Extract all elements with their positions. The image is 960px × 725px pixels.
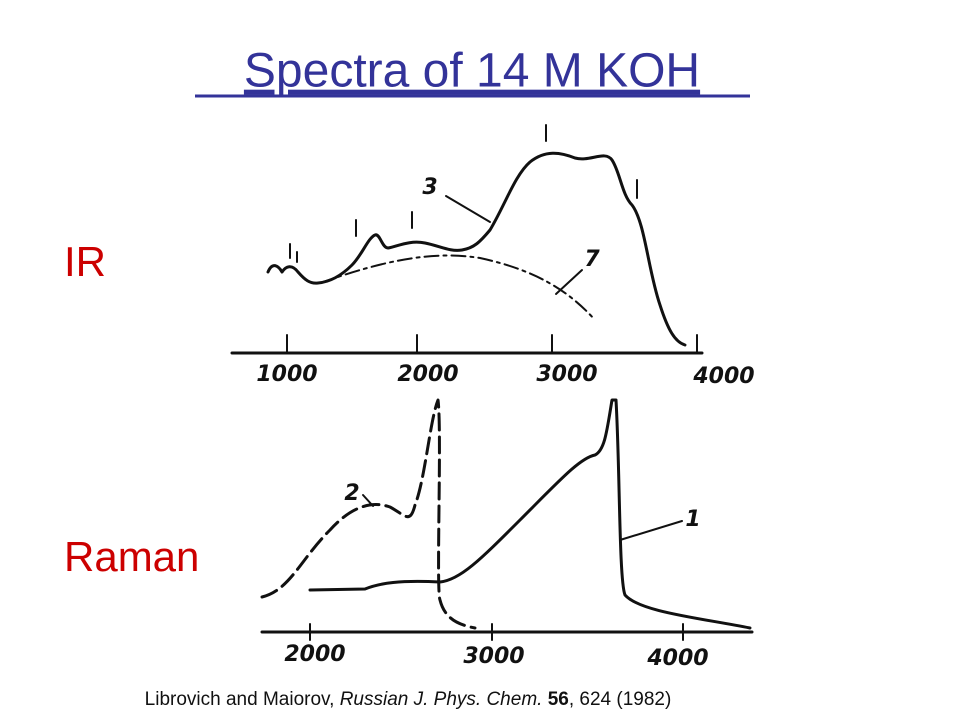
leader-line [619,520,683,541]
curve-label: 7 [584,247,600,272]
leader-line [445,195,491,223]
ir-tick-label: 2000 [397,362,458,387]
citation-pages: , 624 (1982) [569,689,671,710]
ir-tick-label: 3000 [536,362,597,387]
citation-volume: 56 [548,689,569,710]
curve-label: 1 [685,507,700,532]
ir-curve-3 [266,151,687,347]
ir-curve-7 [319,254,596,321]
ir-label: IR [64,238,106,285]
raman-plot: 2000 3000 4000 2 1 [260,398,754,671]
citation: Librovich and Maiorov, Russian J. Phys. … [145,689,672,710]
ir-tick-label: 1000 [256,362,317,387]
raman-curve-1 [308,398,752,630]
curve-label: 2 [344,481,359,506]
ir-plot: 1000 2000 3000 4000 3 7 [230,124,755,389]
citation-authors: Librovich and Maiorov, [145,689,340,710]
raman-tick-label: 3000 [463,644,524,669]
slide-title: Spectra of 14 M KOH [244,45,700,98]
raman-curve-2 [260,398,477,630]
raman-label: Raman [64,533,199,580]
curve-label: 3 [422,175,437,200]
raman-tick-label: 4000 [646,646,708,671]
raman-tick-label: 2000 [284,642,345,667]
leader-line [362,494,374,507]
citation-journal: Russian J. Phys. Chem. [340,689,543,710]
leader-line [555,269,583,295]
ir-tick-label: 4000 [692,364,754,389]
